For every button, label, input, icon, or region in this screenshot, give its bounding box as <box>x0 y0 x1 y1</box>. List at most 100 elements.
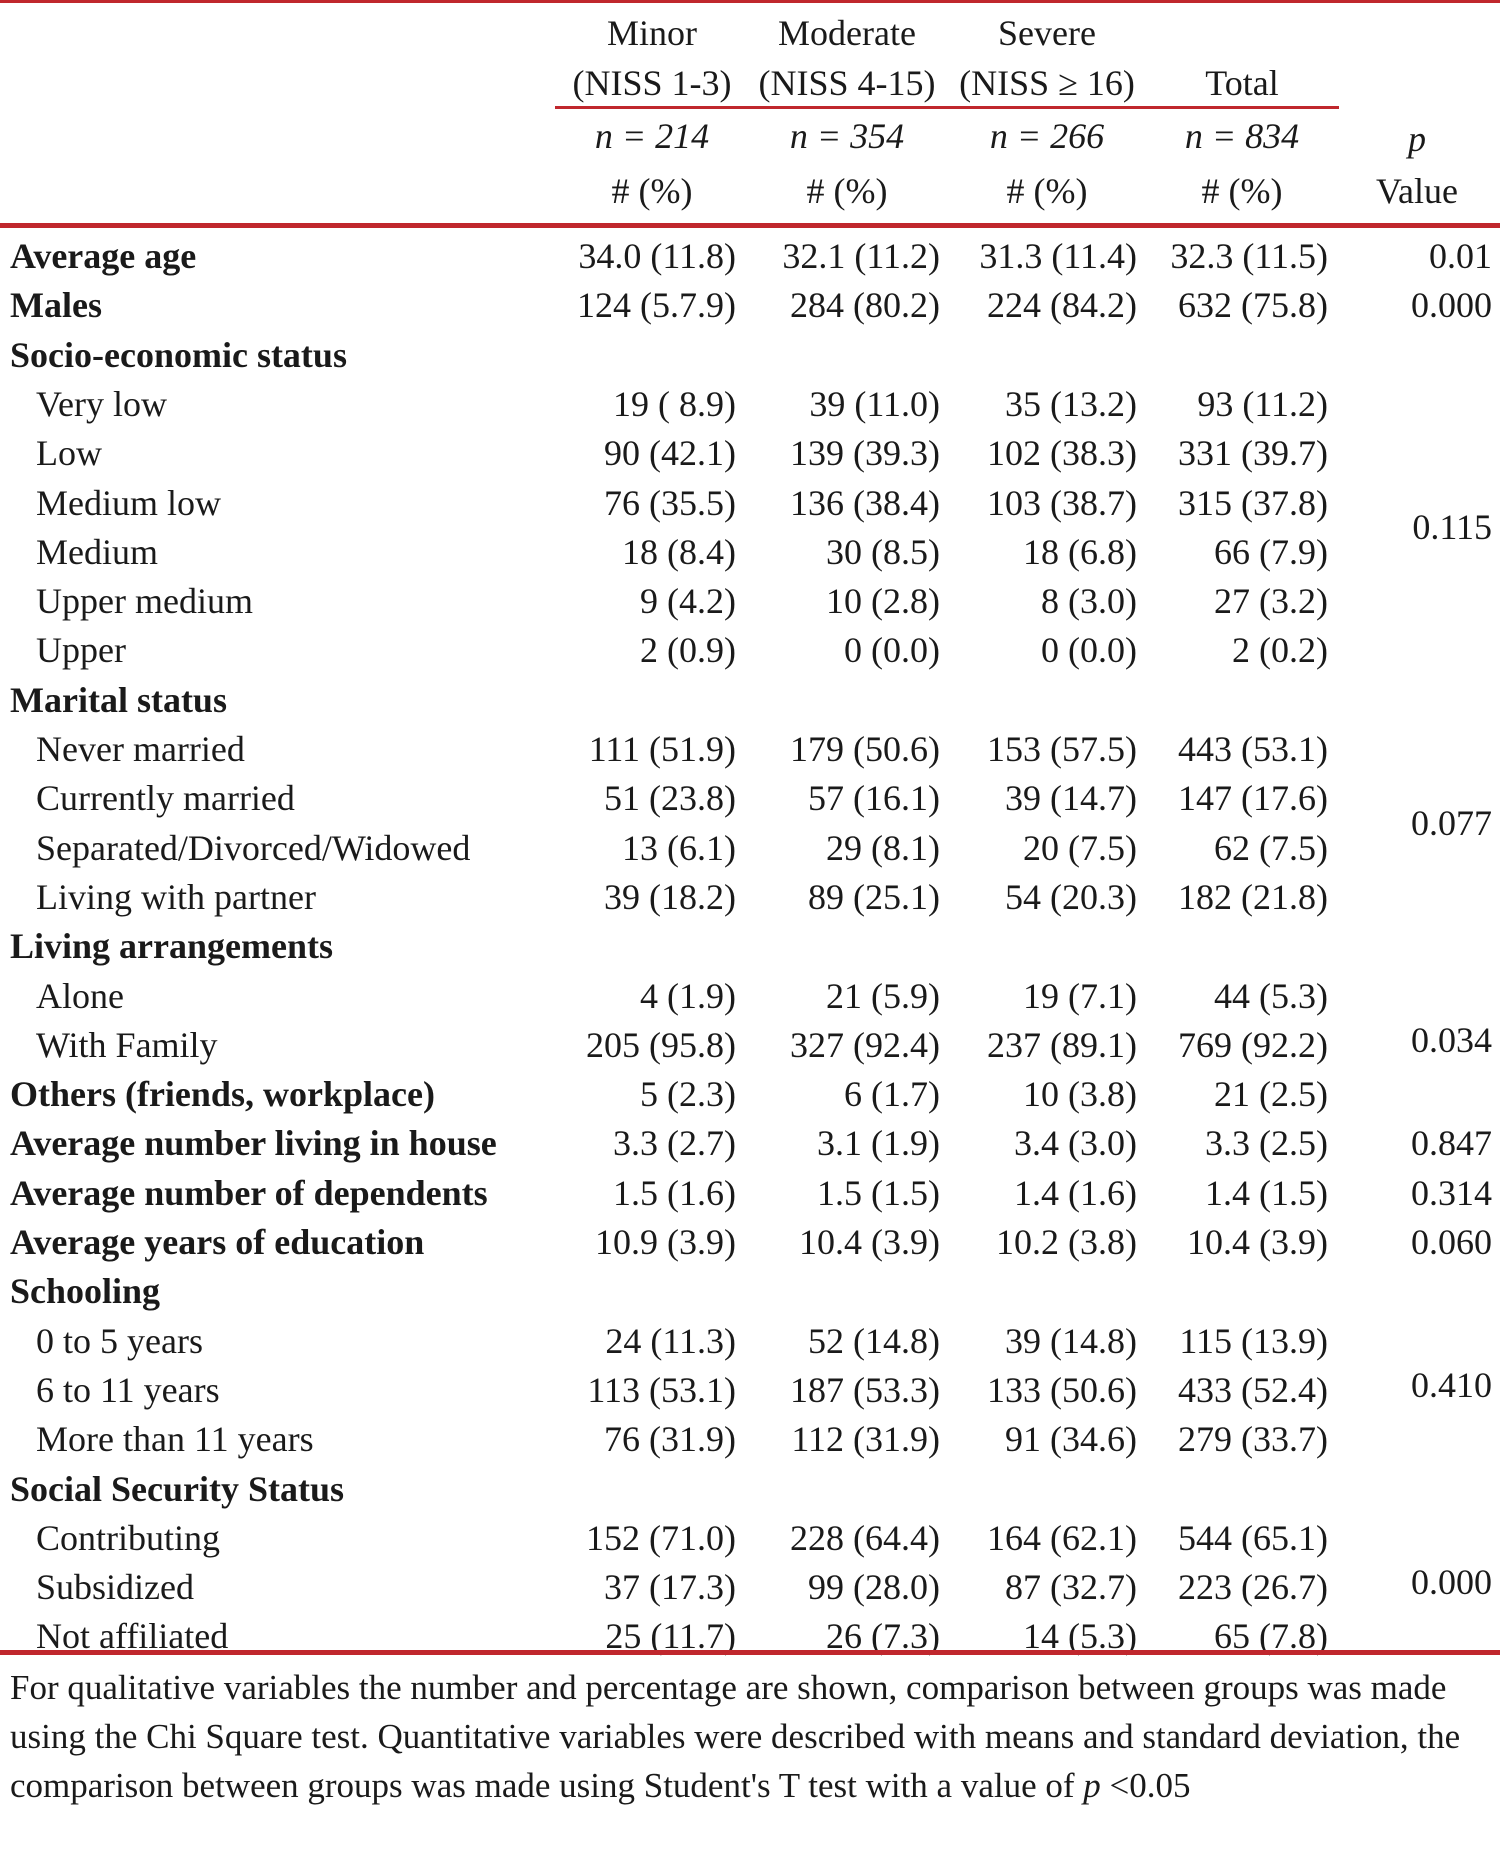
cell-moderate: 284 (80.2) <box>790 285 940 326</box>
cell-total: 66 (7.9) <box>1214 531 1328 572</box>
cell-moderate: 136 (38.4) <box>790 482 940 523</box>
table-row: Never married 111 (51.9) 179 (50.6) 153 (57… <box>0 725 1500 774</box>
cell-moderate: 0 (0.0) <box>844 630 940 671</box>
col-total-title: Total <box>1205 63 1279 103</box>
row-sublabel: 6 to 11 years <box>36 1369 220 1410</box>
cell-minor: 24 (11.3) <box>605 1320 736 1361</box>
cell-moderate: 29 (8.1) <box>826 827 940 868</box>
cell-severe: 35 (13.2) <box>1005 383 1137 424</box>
table-row: 6 to 11 years 113 (53.1) 187 (53.3) 133 (50… <box>0 1365 1500 1415</box>
cell-moderate: 57 (16.1) <box>808 778 940 819</box>
cell-severe: 3.4 (3.0) <box>1014 1123 1137 1164</box>
cell-minor: 51 (23.8) <box>604 778 736 819</box>
row-label: Average number of dependents <box>10 1172 488 1213</box>
cell-moderate: 99 (28.0) <box>808 1567 940 1608</box>
row-label: Social Security Status <box>10 1468 345 1509</box>
p-value-header-p: p <box>1408 119 1426 159</box>
cell-minor: 9 (4.2) <box>640 581 736 622</box>
table-row: Average number living in house 3.3 (2.7) 3… <box>0 1119 1500 1168</box>
cell-severe: 0 (0.0) <box>1041 630 1137 671</box>
row-sublabel: Alone <box>36 975 124 1016</box>
cell-total: 44 (5.3) <box>1214 975 1328 1016</box>
cell-severe: 19 (7.1) <box>1023 975 1137 1016</box>
cell-moderate: 32.1 (11.2) <box>782 236 940 276</box>
cell-p-value: 0.034 <box>1411 1019 1492 1060</box>
cell-moderate: 139 (39.3) <box>790 433 940 474</box>
cell-severe: 10 (3.8) <box>1023 1074 1137 1115</box>
cell-total: 115 (13.9) <box>1179 1320 1328 1361</box>
row-sublabel: Medium <box>36 531 158 572</box>
cell-moderate: 327 (92.4) <box>790 1024 940 1065</box>
cell-p-value: 0.060 <box>1411 1222 1492 1262</box>
cell-minor: 1.5 (1.6) <box>613 1172 736 1213</box>
col-total-unit: # (%) <box>1201 171 1283 211</box>
row-sublabel: Never married <box>36 729 245 769</box>
table-row: Low 90 (42.1) 139 (39.3) 102 (38.3) 331 (39.… <box>0 429 1500 478</box>
table-row: Average age 34.0 (11.8) 32.1 (11.2) 31.3 (1… <box>0 232 1500 281</box>
cell-severe: 14 (5.3) <box>1023 1616 1137 1657</box>
table-row: Males 124 (5.7.9) 284 (80.2) 224 (84.2) 632 … <box>0 281 1500 330</box>
cell-total: 27 (3.2) <box>1214 581 1328 622</box>
cell-severe: 8 (3.0) <box>1041 581 1137 622</box>
cell-severe: 224 (84.2) <box>987 285 1137 326</box>
cell-p-value: 0.847 <box>1411 1123 1492 1164</box>
table-row: Upper 2 (0.9) 0 (0.0) 0 (0.0) 2 (0.2) <box>0 626 1500 675</box>
cell-total: 632 (75.8) <box>1178 285 1328 326</box>
cell-minor: 90 (42.1) <box>604 433 736 474</box>
table-row: Others (friends, workplace) 5 (2.3) 6 (1.7… <box>0 1070 1500 1119</box>
col-moderate-n: n = 354 <box>789 116 905 156</box>
col-minor-title: Minor <box>607 13 697 53</box>
table-row: Living with partner 39 (18.2) 89 (25.1) 54 … <box>0 873 1500 922</box>
cell-minor: 111 (51.9) <box>588 729 736 769</box>
cell-total: 32.3 (11.5) <box>1170 236 1328 276</box>
col-moderate-title: Moderate <box>778 13 916 53</box>
table-row: 0 to 5 years 24 (11.3) 52 (14.8) 39 (14.8) 1… <box>0 1317 1500 1366</box>
cell-moderate: 6 (1.7) <box>844 1074 940 1115</box>
cell-moderate: 39 (11.0) <box>809 383 940 424</box>
col-minor-unit: # (%) <box>611 171 693 211</box>
table-footnote: For qualitative variables the number and… <box>10 1663 1490 1810</box>
cell-severe: 20 (7.5) <box>1023 827 1137 868</box>
row-label: Average age <box>10 236 197 276</box>
cell-minor: 4 (1.9) <box>640 975 736 1016</box>
cell-total: 3.3 (2.5) <box>1205 1123 1328 1164</box>
row-sublabel: Contributing <box>36 1517 221 1558</box>
header-bottom-rule <box>0 223 1500 228</box>
cell-minor: 3.3 (2.7) <box>613 1123 736 1164</box>
cell-severe: 102 (38.3) <box>987 433 1137 474</box>
row-sublabel: 0 to 5 years <box>36 1320 203 1361</box>
row-sublabel: Not affiliated <box>36 1616 229 1657</box>
table-row: Average number of dependents 1.5 (1.6) 1.5… <box>0 1169 1500 1218</box>
col-minor-n: n = 214 <box>594 116 710 156</box>
cell-total: 769 (92.2) <box>1178 1024 1328 1065</box>
table-row: Upper medium 9 (4.2) 10 (2.8) 8 (3.0) 27 (3.… <box>0 577 1500 626</box>
cell-severe: 103 (38.7) <box>987 482 1137 523</box>
cell-minor: 2 (0.9) <box>640 630 736 671</box>
cell-severe: 10.2 (3.8) <box>996 1222 1137 1262</box>
table-row: With Family 205 (95.8) 327 (92.4) 237 (89.1… <box>0 1019 1500 1070</box>
cell-p-value: 0.115 <box>1412 507 1492 548</box>
cell-total: 182 (21.8) <box>1178 876 1328 917</box>
cell-p-value: 0.01 <box>1429 236 1492 276</box>
cell-p-value: 0.077 <box>1411 802 1492 843</box>
table-top-rule <box>0 0 1500 3</box>
row-label: Average years of education <box>10 1222 425 1262</box>
p-value-header-value: Value <box>1376 171 1458 211</box>
row-label: Socio-economic status <box>10 334 347 375</box>
row-sublabel: Medium low <box>36 482 221 523</box>
cell-total: 147 (17.6) <box>1178 778 1328 819</box>
row-sublabel: Very low <box>36 383 167 424</box>
table-row: Not affiliated 25 (11.7) 26 (7.3) 14 (5.3) 6… <box>0 1612 1500 1661</box>
cell-minor: 34.0 (11.8) <box>578 236 736 276</box>
col-minor-niss: (NISS 1-3) <box>572 63 732 103</box>
cell-minor: 13 (6.1) <box>622 827 736 868</box>
table-row: Living arrangements <box>0 922 1500 971</box>
cell-severe: 237 (89.1) <box>987 1024 1137 1065</box>
table-row: Average years of education 10.9 (3.9) 10.4… <box>0 1218 1500 1267</box>
cell-severe: 54 (20.3) <box>1005 876 1137 917</box>
table-row: Social Security Status <box>0 1465 1500 1514</box>
table-row: Medium low 76 (35.5) 136 (38.4) 103 (38.7) 3… <box>0 479 1500 548</box>
cell-p-value: 0.000 <box>1411 1562 1492 1603</box>
col-severe-n: n = 266 <box>989 116 1105 156</box>
row-sublabel: More than 11 years <box>36 1419 314 1460</box>
